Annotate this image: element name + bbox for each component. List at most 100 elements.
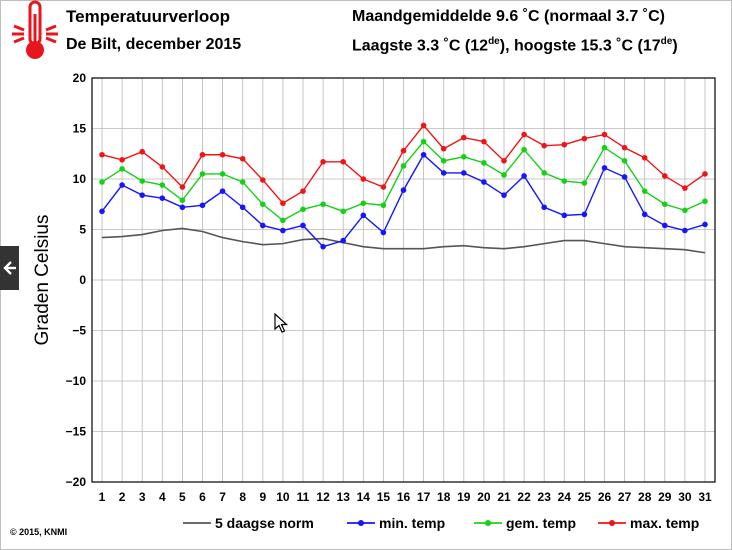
data-point [239,204,246,211]
data-point [280,227,286,234]
data-point [481,160,487,166]
data-point [440,145,447,152]
data-point [581,135,588,142]
data-point [682,227,688,234]
y-axis-label: Graden Celsius [32,215,53,346]
x-tick-label: 15 [377,490,391,504]
data-point [461,170,467,176]
x-tick-label: 29 [658,490,672,504]
x-tick-label: 13 [337,490,351,504]
data-point [641,154,648,161]
data-point [420,138,427,145]
thermometer-icon [8,0,64,69]
x-tick-label: 26 [598,490,612,504]
data-point [219,171,226,177]
data-point [159,195,166,201]
left-arrow-icon[interactable] [0,246,19,290]
data-point [561,141,568,148]
x-tick-label: 19 [457,490,471,504]
data-point [501,172,507,178]
data-point [219,188,226,194]
x-tick-label: 31 [698,490,712,504]
data-point [461,134,467,141]
x-tick-label: 16 [397,490,411,504]
data-point [440,170,447,176]
y-tick-label: −15 [66,425,87,439]
data-point [199,202,206,209]
legend-marker [485,520,491,526]
x-tick-label: 11 [297,490,310,504]
data-point [541,204,547,211]
data-point [340,237,347,244]
data-point [300,188,306,194]
data-point [541,142,547,149]
data-point [280,217,286,224]
data-point [521,131,527,138]
x-tick-label: 9 [259,490,266,504]
data-point [260,201,266,208]
x-tick-label: 28 [638,490,652,504]
extremes-ordinal-1: de [488,36,500,47]
data-point [682,207,688,214]
data-point [320,159,326,165]
data-point [239,156,246,162]
data-point [662,201,668,208]
data-point [541,170,547,176]
data-point [380,202,387,209]
extremes-text-part-3: ) [672,37,678,55]
y-tick-label: −10 [66,374,87,388]
data-point [280,200,286,207]
data-point [380,229,387,236]
data-point [581,211,588,218]
data-point [601,131,608,138]
x-tick-label: 17 [417,490,431,504]
data-point [400,147,407,154]
copyright-text: © 2015, KNMI [10,527,68,537]
data-point [360,212,367,219]
data-point [159,182,166,188]
data-point [561,178,568,184]
data-point [179,204,186,211]
data-point [99,208,105,215]
data-point [320,243,326,250]
x-tick-label: 21 [497,490,511,504]
y-tick-label: 20 [73,71,87,85]
data-point [621,174,628,180]
data-point [219,151,226,158]
x-tick-label: 30 [678,490,692,504]
data-point [601,144,608,151]
data-point [501,192,507,198]
data-point [621,144,628,151]
extremes-text-part-1: Laagste 3.3 ˚C (12 [352,37,489,55]
data-point [320,201,326,208]
legend-label: max. temp [630,515,699,531]
data-point [461,153,467,160]
data-point [601,165,608,171]
mouse-pointer-icon [274,312,289,338]
monthly-average-text: Maandgemiddelde 9.6 ˚C (normaal 3.7 ˚C) [352,8,665,25]
data-point [400,187,407,193]
chart-subtitle: De Bilt, december 2015 [66,36,242,53]
data-point [99,151,105,158]
data-point [682,185,688,191]
y-tick-label: 10 [73,172,87,186]
data-point [581,180,588,186]
data-point [702,171,708,177]
x-tick-label: 23 [538,490,552,504]
data-point [340,208,347,215]
x-tick-label: 12 [316,490,330,504]
data-point [139,192,145,198]
data-point [621,158,628,164]
data-point [300,206,306,213]
y-tick-label: 5 [79,223,86,237]
legend-label: gem. temp [506,515,576,531]
x-tick-label: 4 [159,490,166,504]
data-point [139,148,145,155]
y-tick-label: 15 [73,122,87,136]
x-tick-label: 14 [357,490,371,504]
data-point [300,222,306,229]
x-tick-label: 20 [477,490,491,504]
data-point [99,179,105,185]
x-tick-label: 18 [437,490,451,504]
